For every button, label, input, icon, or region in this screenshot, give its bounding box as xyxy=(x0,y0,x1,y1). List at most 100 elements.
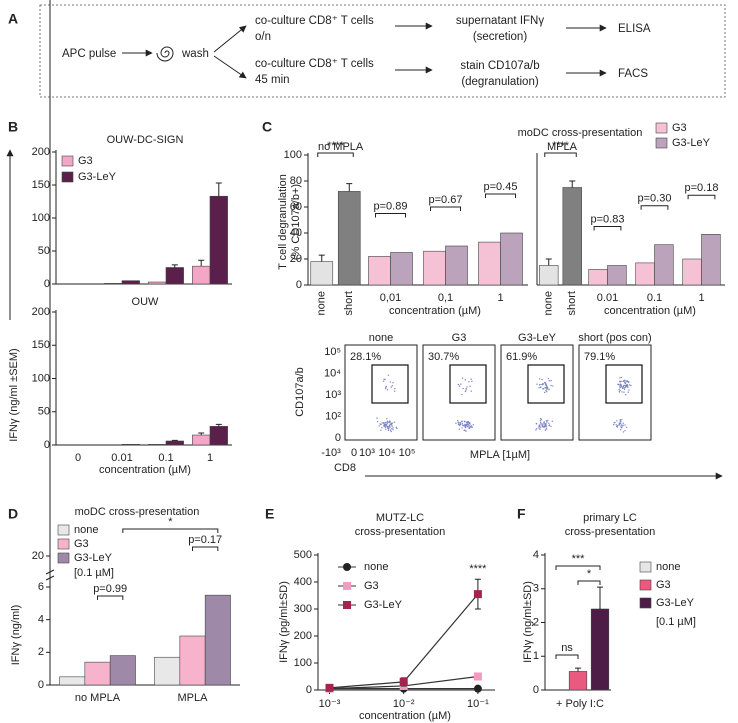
flow-event xyxy=(614,421,616,424)
flow-event xyxy=(385,428,387,430)
step-label: supernatant IFNγ xyxy=(456,15,544,27)
flow-event xyxy=(392,381,394,384)
significance-label: **** xyxy=(552,140,570,152)
error-bar xyxy=(545,258,552,266)
significance-label: ns xyxy=(561,642,573,654)
flow-x-tick-label: 10⁴ xyxy=(379,447,396,459)
flow-event xyxy=(389,429,392,431)
step-label: (degranulation) xyxy=(461,76,539,88)
legend-label: G3-LeY xyxy=(74,552,113,564)
x-tick-label: 10⁻¹ xyxy=(467,698,489,710)
significance-label: p=0.67 xyxy=(429,194,463,206)
flow-event xyxy=(391,422,393,424)
legend-swatch xyxy=(57,552,70,564)
flow-plot-frame xyxy=(344,344,418,441)
flow-event xyxy=(393,421,396,423)
flow-event xyxy=(618,423,621,425)
flow-event xyxy=(622,431,625,433)
flow-event xyxy=(619,429,622,431)
flow-event xyxy=(540,386,542,389)
x-tick-label: 1 xyxy=(207,452,213,464)
flow-event xyxy=(551,420,553,423)
legend-marker xyxy=(343,601,351,609)
flow-event xyxy=(548,424,550,427)
y-tick-label: 0 xyxy=(44,439,50,451)
significance-bracket xyxy=(192,546,219,551)
data-point xyxy=(473,590,482,599)
step-label: APC pulse xyxy=(62,48,116,60)
flow-event xyxy=(538,427,540,429)
flow-event xyxy=(455,422,457,425)
x-tick-label: 0.1 xyxy=(647,292,662,304)
y-tick-label: 2 xyxy=(38,646,44,658)
bar xyxy=(590,608,610,691)
flow-event xyxy=(457,423,460,426)
significance-bracket xyxy=(430,206,461,211)
flow-y-tick-label: 10³ xyxy=(325,389,341,401)
y-tick-label: 300 xyxy=(294,603,312,615)
flow-event xyxy=(386,422,388,425)
bar xyxy=(121,444,140,446)
chart-title: cross-presentation xyxy=(565,526,656,538)
chart-title: OUW xyxy=(132,296,160,308)
flow-event xyxy=(391,385,394,387)
bar xyxy=(310,261,334,286)
flow-x-tick-label: -10³ xyxy=(321,447,341,459)
legend-note: [0.1 µM] xyxy=(74,567,114,579)
x-axis-label: concentration (µM) xyxy=(604,305,696,317)
arrow xyxy=(213,25,247,53)
flow-event xyxy=(545,425,547,427)
flow-event xyxy=(466,421,469,423)
flow-event xyxy=(535,428,538,430)
x-tick-label: 0,01 xyxy=(380,292,401,304)
flow-event xyxy=(624,379,626,382)
flow-percent: 79.1% xyxy=(584,351,615,363)
significance-label: * xyxy=(587,568,592,580)
flow-event xyxy=(627,391,630,393)
flow-event xyxy=(622,385,625,388)
bar xyxy=(682,258,702,286)
flow-event xyxy=(395,426,397,429)
legend-label: G3-LeY xyxy=(78,171,117,183)
flow-event xyxy=(469,426,471,428)
flow-event xyxy=(544,425,546,428)
flow-event xyxy=(618,388,620,391)
axis-break xyxy=(45,569,55,581)
flow-event xyxy=(622,425,624,427)
flow-event xyxy=(535,422,538,425)
flow-event xyxy=(386,421,389,423)
flow-event xyxy=(381,422,383,424)
flow-event xyxy=(624,429,626,432)
bar xyxy=(165,267,184,285)
flow-event xyxy=(548,380,550,382)
flow-event xyxy=(392,429,394,431)
chart-title: MPLA xyxy=(547,141,578,153)
flow-event xyxy=(619,377,621,379)
flow-event xyxy=(390,430,392,433)
flow-event xyxy=(468,422,471,424)
bar xyxy=(104,283,123,285)
x-tick-label: short xyxy=(566,291,578,315)
error-bar xyxy=(215,423,222,427)
y-tick-label: 100 xyxy=(32,212,50,224)
flow-event xyxy=(615,424,617,426)
flow-event xyxy=(546,388,548,390)
x-tick-label: 1 xyxy=(497,292,503,304)
flow-event xyxy=(546,421,548,423)
flow-gate xyxy=(605,364,643,404)
flow-event xyxy=(625,426,628,429)
flow-event xyxy=(376,420,379,423)
flow-event xyxy=(536,383,538,385)
bar xyxy=(701,234,721,286)
flow-event xyxy=(391,428,393,430)
flow-event xyxy=(387,426,389,428)
significance-label: p=0.83 xyxy=(591,213,625,225)
flow-event xyxy=(624,382,626,384)
flow-event xyxy=(466,425,469,428)
bar xyxy=(209,195,228,285)
legend-note: [0.1 µM] xyxy=(656,616,696,628)
significance-label: p=0.45 xyxy=(484,181,518,193)
error-bar xyxy=(198,432,205,436)
flow-condition: MPLA [1µM] xyxy=(470,449,530,461)
flow-event xyxy=(622,422,624,424)
